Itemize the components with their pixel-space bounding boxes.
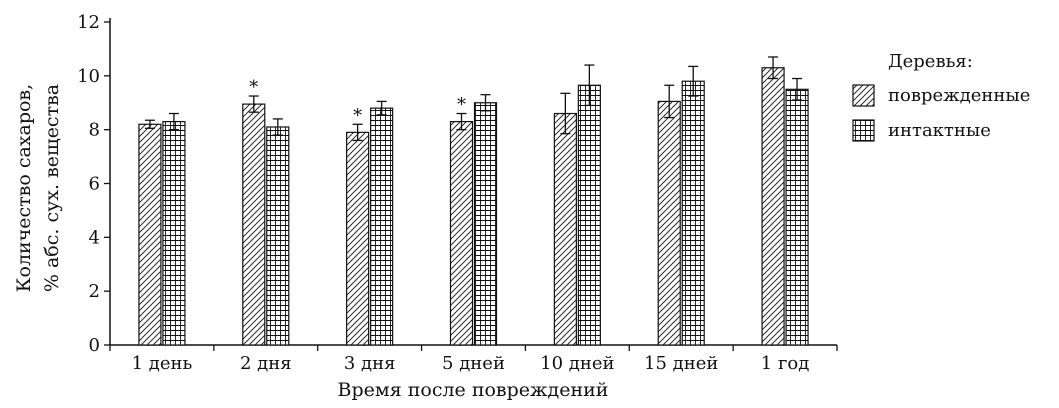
legend-label-damaged: поврежденные: [888, 85, 1030, 106]
bar: [242, 103, 266, 346]
bar: [346, 131, 370, 346]
y-axis-title-line2: % абс. сух. вещества: [41, 84, 63, 292]
legend-swatch-damaged: [852, 84, 875, 107]
y-tick-label: 12: [77, 12, 100, 33]
bar: [449, 120, 474, 346]
bar: [577, 84, 601, 346]
y-tick-label: 4: [89, 227, 100, 248]
x-tick-label: 10 дней: [540, 353, 614, 374]
legend-title: Деревья:: [888, 51, 973, 72]
y-tick-label: 2: [89, 281, 100, 302]
bar: [681, 80, 705, 346]
y-tick-label: 6: [89, 174, 100, 195]
x-tick-label: 15 дней: [644, 353, 718, 374]
x-tick-label: 3 дня: [344, 353, 396, 374]
bar: [370, 107, 394, 346]
legend-label-intact: интактные: [888, 120, 991, 141]
plot-area: 0 2 4 6 8 10 12 1 день 2 дня 3 дня 5 дней 10 дней 15…: [77, 12, 838, 374]
significance-mark: *: [249, 77, 258, 98]
x-tick-label: 2 дня: [240, 353, 292, 374]
x-tick-label: 1 день: [132, 353, 193, 374]
y-tick-label: 8: [89, 120, 100, 141]
bar: [138, 123, 162, 346]
y-axis-title-line1: Количество сахаров,: [13, 84, 35, 292]
bar: [553, 112, 577, 346]
y-tick-label: 10: [77, 66, 100, 87]
bar: [162, 120, 186, 346]
significance-mark: *: [353, 105, 362, 126]
significance-mark: *: [457, 95, 466, 116]
bar: [785, 88, 809, 346]
legend: Деревья: поврежденные интактные: [852, 51, 1030, 142]
y-tick-label: 0: [89, 335, 100, 356]
bar: [657, 100, 681, 346]
bar: [761, 67, 785, 346]
legend-swatch-intact: [852, 119, 875, 142]
x-tick-label: 1 год: [761, 353, 810, 374]
x-axis-title: Время после повреждений: [338, 379, 609, 401]
bar: [266, 126, 290, 346]
bar: [473, 102, 498, 346]
x-tick-label: 5 дней: [442, 353, 505, 374]
